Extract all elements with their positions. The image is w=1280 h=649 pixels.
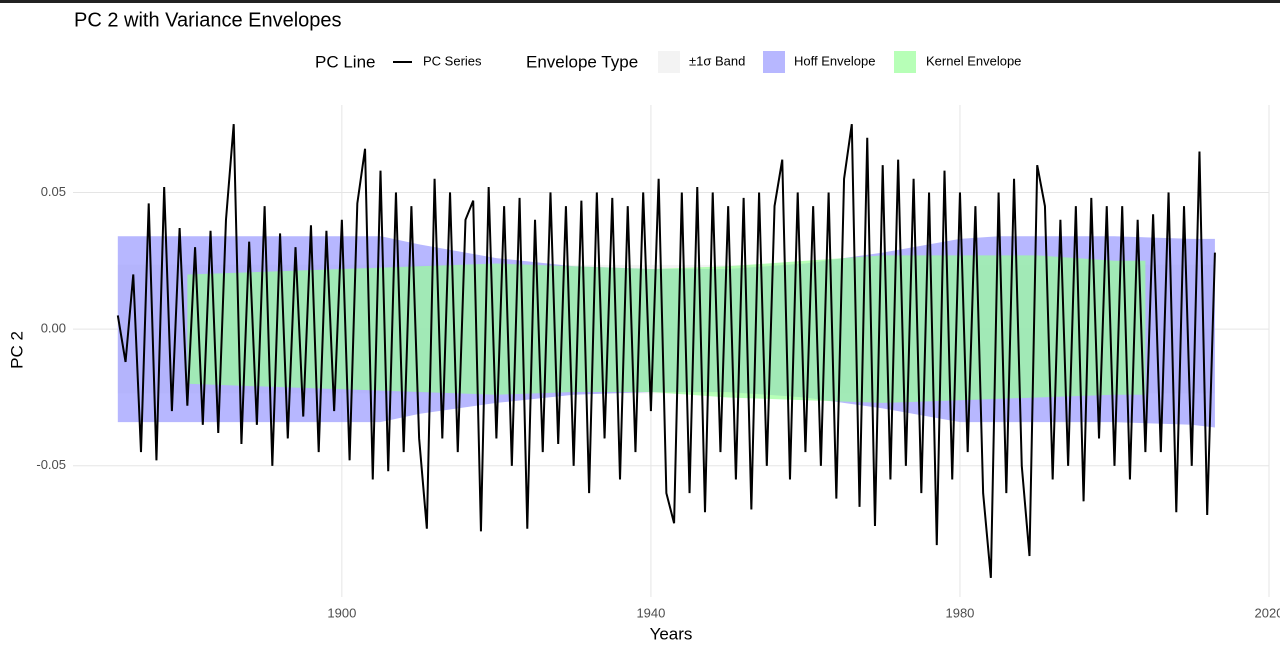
x-tick-label: 2020	[1255, 605, 1280, 620]
x-tick-label: 1980	[945, 605, 974, 620]
legend-title: Envelope Type	[526, 52, 638, 71]
x-tick-label: 1940	[636, 605, 665, 620]
y-axis-label: PC 2	[7, 331, 26, 369]
legend-label: Kernel Envelope	[926, 53, 1021, 68]
x-tick-label: 1900	[327, 605, 356, 620]
legend-key	[658, 51, 680, 73]
envelope-band	[187, 255, 1146, 403]
top-border	[0, 0, 1280, 3]
chart-title: PC 2 with Variance Envelopes	[74, 9, 342, 31]
y-tick-label: -0.05	[36, 457, 66, 472]
legend-key	[894, 51, 916, 73]
legend-title: PC Line	[315, 52, 375, 71]
legend-key	[763, 51, 785, 73]
y-tick-label: 0.00	[41, 321, 66, 336]
x-axis-label: Years	[650, 624, 693, 643]
y-tick-label: 0.05	[41, 184, 66, 199]
legend-label: Hoff Envelope	[794, 53, 875, 68]
legend-label: PC Series	[423, 53, 482, 68]
legend-label: ±1σ Band	[689, 53, 745, 68]
pc-line	[116, 123, 1216, 578]
